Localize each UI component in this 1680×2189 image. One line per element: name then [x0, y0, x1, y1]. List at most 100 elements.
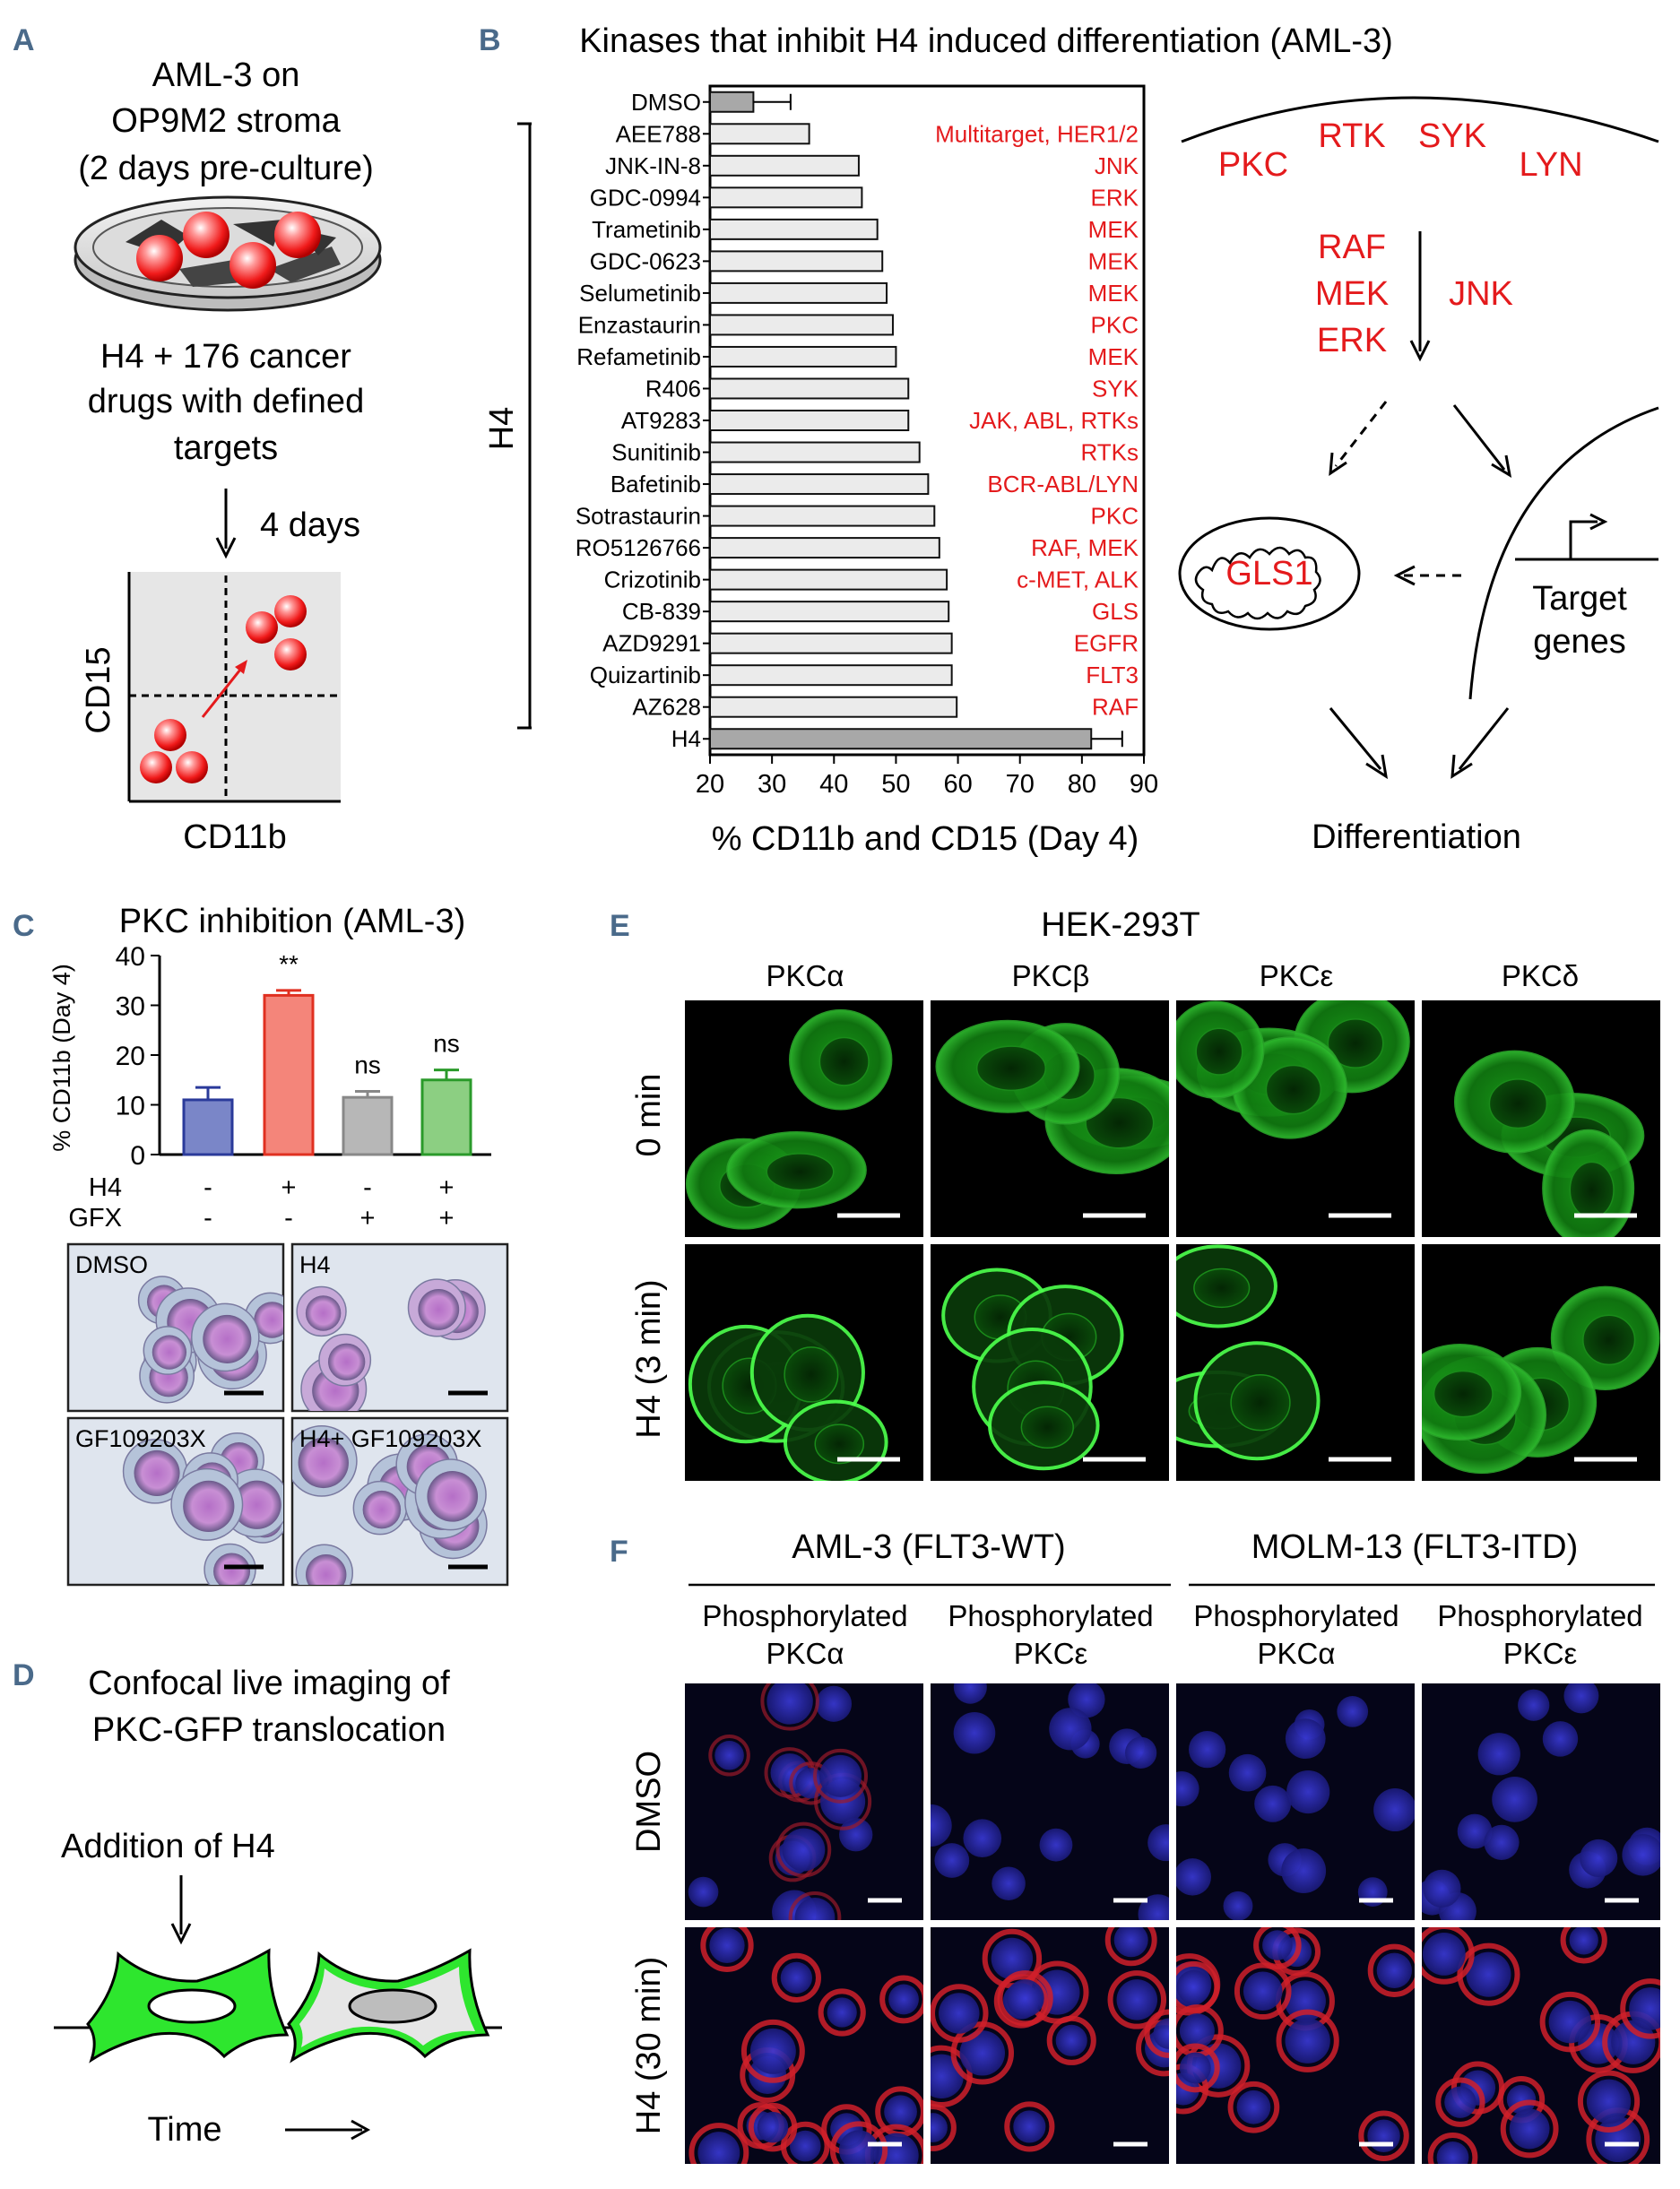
- cell-nucleus: [328, 1343, 366, 1380]
- pkc-ring: [700, 1927, 754, 1972]
- micrograph-label: GF109203X: [75, 1425, 206, 1452]
- bar-h4: [709, 728, 1093, 750]
- bar-gdc-0623: [709, 250, 884, 273]
- pkc-ring: [1107, 1970, 1167, 2029]
- dapi-nucleus: [1116, 1979, 1158, 2020]
- dapi-nucleus: [1113, 1927, 1148, 1958]
- dapi-nucleus: [1466, 1951, 1511, 1997]
- row-label-gfx: GFX: [68, 1204, 122, 1233]
- dapi-nucleus: [991, 1937, 1034, 1980]
- y-tick-label: 40: [116, 942, 145, 972]
- pkc-ring: [1227, 2081, 1280, 2133]
- dapi-nucleus: [992, 1866, 1026, 1900]
- nuclear-membrane: [1468, 406, 1659, 700]
- micrograph-label: H4: [299, 1251, 331, 1278]
- pkc-ring: [818, 1988, 866, 2037]
- target-label: RAF: [1092, 694, 1139, 721]
- confocal-tile: [1422, 1244, 1660, 1481]
- pkc-ring: [1500, 2099, 1559, 2159]
- dapi-nucleus: [1228, 1753, 1267, 1792]
- confocal-tile: [685, 1244, 923, 1481]
- x-tick-label: 80: [1068, 770, 1096, 799]
- pkc-ring: [813, 1748, 869, 1804]
- f-col4-line2: PKCε: [1503, 1637, 1578, 1670]
- panel-a-title-1: AML-3 on: [152, 56, 300, 94]
- if-tile: [1422, 1927, 1660, 2164]
- row-h4-3min: H4 (3 min): [630, 1279, 668, 1438]
- micrograph-4: H4+ GF109203X: [290, 1416, 509, 1587]
- gfp-nucleus: [1020, 1406, 1074, 1449]
- category-label: AEE788: [616, 120, 701, 147]
- pkc-ring: [1435, 2077, 1485, 2127]
- dapi-nucleus: [838, 2130, 879, 2164]
- cascade-mek: MEK: [1315, 275, 1389, 313]
- chart-c: 0 10 20 30 40 ** ns ns: [116, 942, 491, 1171]
- bar-refametinib: [709, 345, 897, 368]
- dapi-nucleus: [931, 2113, 948, 2142]
- pkc-ring: [1176, 1960, 1220, 2013]
- target-label: GLS: [1092, 598, 1139, 625]
- x-tick-label: 90: [1130, 770, 1158, 799]
- category-label: Sotrastaurin: [576, 503, 701, 530]
- panel-d-title-1: Confocal live imaging of: [88, 1665, 450, 1702]
- pkc-ring: [931, 2104, 957, 2151]
- dapi-nucleus: [1176, 1771, 1199, 1807]
- target-label: FLT3: [1086, 662, 1139, 688]
- bar-azd9291: [709, 632, 953, 654]
- gfp-nucleus: [1230, 1374, 1291, 1432]
- h4-sign-3: -: [363, 1173, 372, 1202]
- category-label: R406: [645, 375, 701, 402]
- y-tick-label: 0: [130, 1141, 145, 1171]
- target-label: c-MET, ALK: [1017, 567, 1139, 593]
- target-label: PKC: [1091, 503, 1139, 530]
- cell-nucleus: [203, 1314, 252, 1363]
- f-col1-line1: Phosphorylated: [702, 1599, 907, 1632]
- flow-plot-illustration: [127, 572, 341, 803]
- target-label: BCR-ABL/LYN: [987, 471, 1139, 497]
- f-col3-line1: Phosphorylated: [1193, 1599, 1399, 1632]
- gfx-sign-2: -: [284, 1204, 293, 1233]
- dapi-nucleus: [1518, 1689, 1550, 1721]
- promoter-arrow-icon: [1569, 520, 1598, 559]
- confocal-tile: [931, 1244, 1169, 1481]
- target-genes-2: genes: [1533, 623, 1626, 661]
- micrograph-2: H4: [290, 1242, 509, 1413]
- micrograph-label: H4+ GF109203X: [299, 1425, 481, 1452]
- chart-c-ylabel: % CD11b (Day 4): [48, 964, 75, 1152]
- significance-label: ns: [433, 1030, 460, 1058]
- dapi-nucleus: [827, 1997, 857, 2028]
- gfp-nucleus: [1195, 1027, 1243, 1076]
- cell-nucleus: [213, 1553, 251, 1585]
- col-pkc-alpha: PKCα: [766, 959, 844, 992]
- bar-2: [263, 993, 315, 1156]
- pkc-ring: [740, 2019, 805, 2083]
- micrograph-1: DMSO: [66, 1242, 285, 1413]
- target-label: MEK: [1088, 280, 1139, 307]
- dapi-nucleus: [757, 2111, 789, 2143]
- arrow-differentiation-left-icon: [1329, 707, 1382, 770]
- dapi-nucleus: [1569, 1927, 1598, 1955]
- pkc-ring: [1234, 1962, 1292, 2020]
- gfp-nucleus: [975, 1045, 1047, 1092]
- gfp-nucleus: [818, 1036, 870, 1086]
- dapi-nucleus: [780, 1961, 812, 1994]
- dapi-nucleus: [1254, 1785, 1292, 1822]
- dapi-nucleus: [1147, 1824, 1169, 1862]
- panel-a-drug-1: H4 + 176 cancer: [100, 338, 351, 376]
- bar-at9283: [709, 410, 910, 431]
- dapi-nucleus: [1285, 1718, 1326, 1760]
- dapi-nucleus: [1176, 1969, 1211, 2004]
- panel-f: F AML-3 (FLT3-WT) MOLM-13 (FLT3-ITD) Pho…: [610, 1528, 1660, 2164]
- cell-nucleus: [298, 1437, 349, 1489]
- dapi-nucleus: [794, 1897, 836, 1920]
- dapi-nucleus: [1611, 2020, 1656, 2064]
- dapi-nucleus: [1049, 1708, 1092, 1751]
- f-col1-line2: PKCα: [766, 1637, 844, 1670]
- category-label: RO5126766: [576, 534, 701, 561]
- dapi-nucleus: [1337, 1696, 1369, 1727]
- dapi-nucleus: [697, 2132, 740, 2164]
- dashed-arrow-icon: [1334, 401, 1388, 467]
- target-label: MEK: [1088, 247, 1139, 274]
- gfp-nucleus: [1569, 1161, 1615, 1219]
- culture-dish-illustration: [74, 195, 382, 312]
